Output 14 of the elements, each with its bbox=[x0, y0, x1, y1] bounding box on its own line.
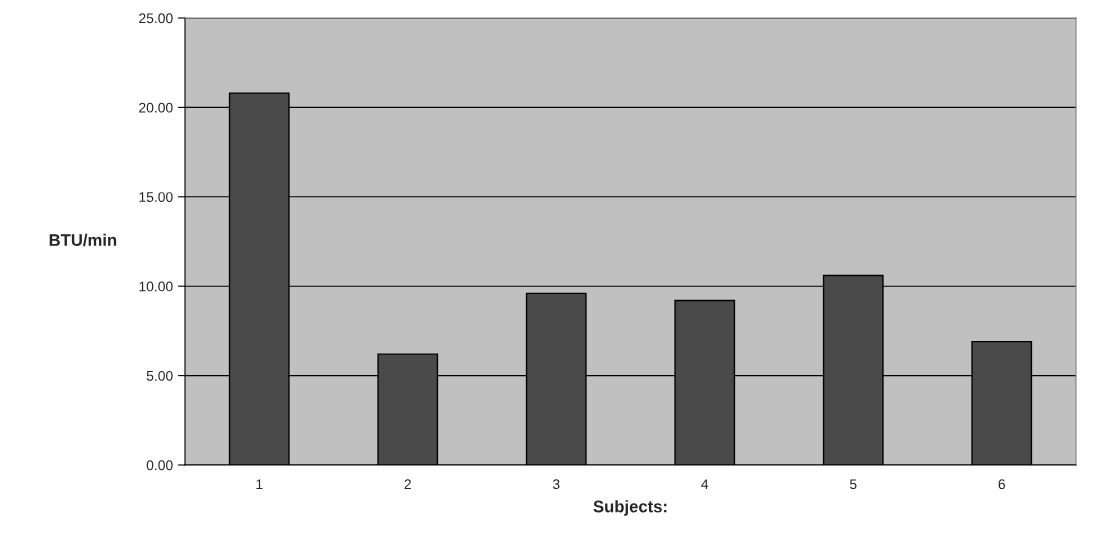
x-tick-label: 6 bbox=[998, 479, 1005, 490]
x-axis-title: Subjects: bbox=[593, 500, 667, 516]
y-tick-label: 20.00 bbox=[139, 102, 173, 113]
x-tick-label: 1 bbox=[256, 479, 263, 489]
y-tick-label: 5.00 bbox=[146, 370, 173, 381]
y-tick-label: 15.00 bbox=[139, 192, 173, 202]
y-tick-label: 10.00 bbox=[139, 281, 173, 292]
y-tick-label: 0.00 bbox=[146, 460, 173, 471]
x-tick-label: 5 bbox=[849, 479, 857, 490]
y-axis-title: BTU/min bbox=[49, 233, 117, 247]
y-tick-label: 25.00 bbox=[139, 13, 173, 24]
x-tick-label: 4 bbox=[701, 479, 709, 489]
x-tick-label: 2 bbox=[404, 479, 411, 489]
x-tick-label: 3 bbox=[552, 479, 560, 490]
